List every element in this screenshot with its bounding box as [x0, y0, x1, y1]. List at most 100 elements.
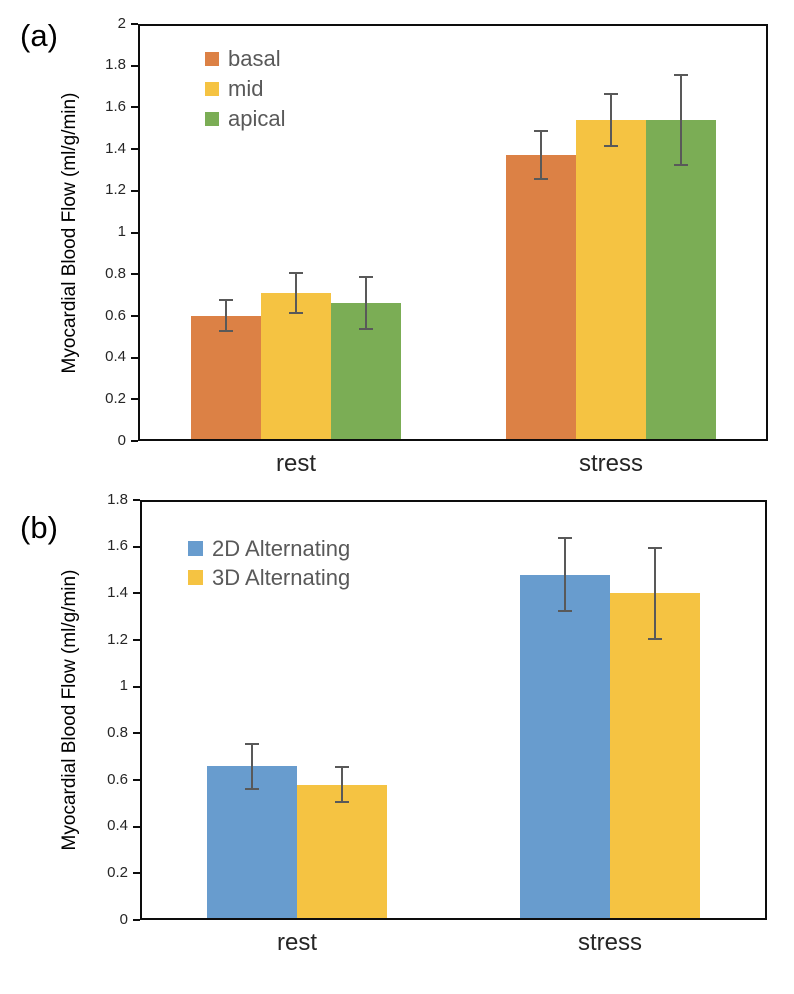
legend-item: 2D Alternating [188, 534, 350, 563]
panel-label-a: (a) [20, 18, 58, 53]
category-label-stress-a: stress [578, 450, 643, 477]
legend-item: 3D Alternating [188, 563, 350, 592]
y-tick-label: 0 [119, 911, 128, 928]
error-bar [335, 766, 349, 803]
y-tick-mark [131, 315, 138, 317]
category-label-rest-b: rest [276, 929, 317, 956]
error-stem [365, 276, 367, 330]
y-tick-label: 1.2 [105, 181, 126, 198]
legend-item: basal [205, 44, 285, 74]
legend-label: mid [228, 76, 264, 101]
y-tick-mark [131, 148, 138, 150]
y-tick-mark [133, 919, 140, 921]
y-tick-label: 0.6 [107, 771, 128, 788]
category-label-rest-a: rest [275, 450, 316, 477]
y-tick-mark [131, 65, 138, 67]
y-tick-mark [133, 686, 140, 688]
y-tick-mark [131, 440, 138, 442]
y-tick-mark [131, 357, 138, 359]
error-stem [251, 743, 253, 790]
error-stem [341, 766, 343, 803]
error-stem [564, 537, 566, 612]
category-label-stress-b: stress [577, 929, 642, 956]
error-cap-bottom [534, 178, 548, 180]
y-tick-label: 0.8 [107, 724, 128, 741]
y-tick-mark [133, 779, 140, 781]
bar-mid-stress [576, 120, 646, 441]
y-tick-mark [133, 826, 140, 828]
error-cap-bottom [245, 788, 259, 790]
legend-label: basal [228, 46, 281, 71]
error-bar [604, 93, 618, 147]
y-tick-label: 0.6 [105, 307, 126, 324]
y-tick-label: 0 [117, 432, 126, 449]
y-tick-label: 1.8 [107, 491, 128, 508]
y-tick-label: 1.4 [107, 584, 128, 601]
error-cap-bottom [558, 610, 572, 612]
y-tick-label: 0.4 [105, 348, 126, 365]
legend-label: 3D Alternating [212, 564, 351, 590]
error-cap-bottom [648, 638, 662, 640]
error-stem [654, 547, 656, 640]
legend-a: basal mid apical [205, 44, 285, 134]
error-cap-bottom [219, 330, 233, 332]
y-tick-label: 2 [117, 15, 126, 32]
legend-swatch-3d-alternating [188, 570, 203, 585]
legend-swatch-basal [205, 52, 219, 66]
error-bar [674, 74, 688, 166]
error-cap-bottom [359, 328, 373, 330]
error-stem [610, 93, 612, 147]
y-tick-mark [131, 398, 138, 400]
legend-swatch-apical [205, 112, 219, 126]
y-tick-label: 1.6 [107, 537, 128, 554]
error-bar [289, 272, 303, 314]
y-tick-mark [133, 732, 140, 734]
y-tick-label: 0.2 [107, 864, 128, 881]
y-axis-title-b: Myocardial Blood Flow (ml/g/min) [59, 569, 80, 851]
error-cap-bottom [674, 164, 688, 166]
y-axis-title-a: Myocardial Blood Flow (ml/g/min) [59, 92, 80, 374]
legend-swatch-mid [205, 82, 219, 96]
y-tick-mark [133, 546, 140, 548]
bar-mid-rest [261, 293, 331, 441]
y-tick-mark [133, 592, 140, 594]
y-tick-label: 0.8 [105, 265, 126, 282]
bar-3d-alternating-stress [610, 593, 700, 920]
y-tick-label: 1 [119, 677, 128, 694]
y-tick-mark [131, 23, 138, 25]
error-stem [295, 272, 297, 314]
legend-swatch-2d-alternating [188, 541, 203, 556]
bar-2d-alternating-rest [207, 766, 297, 920]
y-tick-label: 1.4 [105, 140, 126, 157]
error-stem [540, 130, 542, 180]
error-bar [558, 537, 572, 612]
bar-basal-stress [506, 155, 576, 441]
y-tick-mark [131, 106, 138, 108]
y-tick-label: 1 [117, 223, 126, 240]
error-bar [648, 547, 662, 640]
y-tick-label: 1.8 [105, 56, 126, 73]
legend-label: 2D Alternating [212, 535, 351, 561]
error-bar [359, 276, 373, 330]
y-tick-mark [131, 190, 138, 192]
error-bar [245, 743, 259, 790]
y-tick-label: 1.6 [105, 98, 126, 115]
bar-basal-rest [191, 316, 261, 441]
legend-item: apical [205, 104, 285, 134]
error-stem [680, 74, 682, 166]
panel-label-b: (b) [20, 510, 58, 545]
y-tick-label: 0.4 [107, 817, 128, 834]
error-cap-bottom [604, 145, 618, 147]
y-tick-mark [133, 872, 140, 874]
error-stem [225, 299, 227, 332]
bar-apical-stress [646, 120, 716, 441]
y-tick-label: 1.2 [107, 631, 128, 648]
error-bar [219, 299, 233, 332]
y-tick-mark [131, 273, 138, 275]
y-tick-mark [131, 232, 138, 234]
bar-3d-alternating-rest [297, 785, 387, 920]
y-tick-mark [133, 499, 140, 501]
bar-2d-alternating-stress [520, 575, 610, 920]
error-cap-bottom [289, 312, 303, 314]
